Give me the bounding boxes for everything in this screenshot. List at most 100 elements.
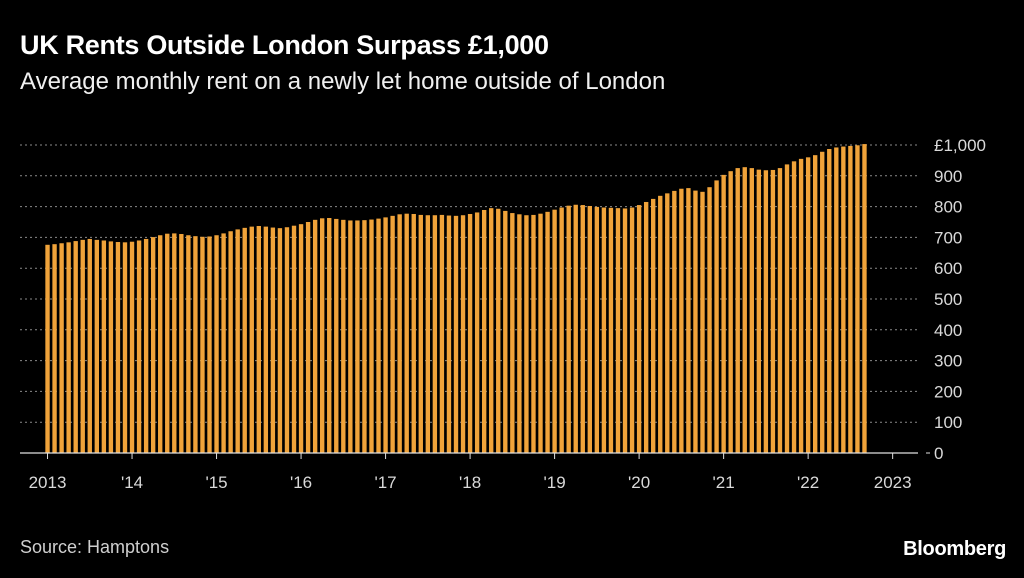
bar <box>756 169 762 453</box>
bar <box>94 239 100 453</box>
bar <box>615 208 621 453</box>
bar <box>270 227 276 453</box>
bar <box>524 215 529 453</box>
bar <box>489 208 494 453</box>
bar <box>256 226 261 453</box>
bar <box>735 168 740 453</box>
x-tick-label: '19 <box>544 473 566 492</box>
bar <box>136 240 142 453</box>
bar <box>242 227 247 453</box>
bar <box>474 212 480 453</box>
bar <box>707 187 712 454</box>
bar <box>517 214 522 453</box>
bar <box>348 220 353 453</box>
bar <box>552 209 557 453</box>
y-tick-label: 300 <box>934 352 962 371</box>
bar <box>848 145 853 453</box>
bar <box>580 205 585 453</box>
bar <box>143 238 149 453</box>
bar <box>59 243 64 453</box>
bar <box>721 174 726 453</box>
bar <box>608 207 614 453</box>
bar <box>341 219 346 453</box>
bar <box>467 213 473 453</box>
y-axis-ticks: 0 100 200 300 400 500 600 700 800 900 £1,000 <box>934 136 986 463</box>
bar <box>538 213 543 453</box>
x-tick-label: '22 <box>797 473 819 492</box>
bar <box>284 227 290 453</box>
y-tick-label: 500 <box>934 290 962 309</box>
bar <box>446 215 452 453</box>
bar <box>425 215 431 453</box>
bar <box>601 207 607 453</box>
bar <box>643 201 649 453</box>
bar <box>214 235 219 453</box>
bar <box>165 233 170 453</box>
bar <box>749 168 754 453</box>
bar <box>460 215 466 453</box>
bar <box>249 226 254 453</box>
bar <box>496 208 501 453</box>
x-tick-label: 2023 <box>874 473 912 492</box>
x-axis-ticks: 2013 '14 '15 '16 '17 '18 '19 '20 '21 '22 2023 <box>29 453 912 492</box>
bar <box>503 210 508 453</box>
bar <box>686 188 691 453</box>
bar <box>481 209 487 453</box>
bar <box>397 214 402 453</box>
chart-title: UK Rents Outside London Surpass £1,000 <box>20 30 549 60</box>
bar <box>158 235 163 453</box>
bar <box>827 149 832 453</box>
bar <box>742 167 747 453</box>
bar <box>784 164 790 454</box>
bar <box>186 235 191 453</box>
x-tick-label: 2013 <box>29 473 67 492</box>
bar <box>228 231 233 453</box>
chart-subtitle: Average monthly rent on a newly let home… <box>20 68 666 95</box>
bar <box>411 213 416 453</box>
bar <box>87 238 92 453</box>
x-tick-label: '16 <box>290 473 312 492</box>
bar <box>432 215 438 453</box>
y-tick-label: 600 <box>934 259 962 278</box>
bar <box>700 191 705 454</box>
bar <box>679 188 684 453</box>
bar <box>658 195 663 453</box>
bar <box>812 155 818 453</box>
bar <box>418 214 423 453</box>
bar <box>439 214 445 453</box>
bar <box>820 151 825 453</box>
bar <box>629 207 635 453</box>
y-tick-label: 0 <box>934 444 943 463</box>
bar <box>80 239 85 453</box>
bar <box>327 217 332 453</box>
y-tick-label: 200 <box>934 382 962 401</box>
bars <box>45 144 867 454</box>
bar <box>129 241 135 453</box>
bar <box>390 215 395 453</box>
bar <box>200 236 205 453</box>
bar <box>510 213 515 453</box>
bar <box>770 169 776 453</box>
bar <box>573 204 578 453</box>
bar <box>108 241 114 453</box>
bar <box>320 218 325 453</box>
bar <box>693 190 698 454</box>
bar <box>651 198 656 453</box>
bar <box>855 145 860 454</box>
bar <box>45 244 50 453</box>
source-note: Source: Hamptons <box>20 537 170 557</box>
y-tick-label: 400 <box>934 321 962 340</box>
bar <box>263 226 269 453</box>
bar <box>841 146 846 454</box>
bar <box>672 190 677 453</box>
y-tick-label: 700 <box>934 228 962 247</box>
y-tick-label: 900 <box>934 167 962 186</box>
bar <box>791 161 797 453</box>
x-tick-label: '18 <box>459 473 481 492</box>
bar <box>862 144 867 454</box>
bar <box>312 219 318 453</box>
x-tick-label: '15 <box>205 473 227 492</box>
y-tick-label: £1,000 <box>934 136 986 155</box>
x-tick-label: '17 <box>374 473 396 492</box>
